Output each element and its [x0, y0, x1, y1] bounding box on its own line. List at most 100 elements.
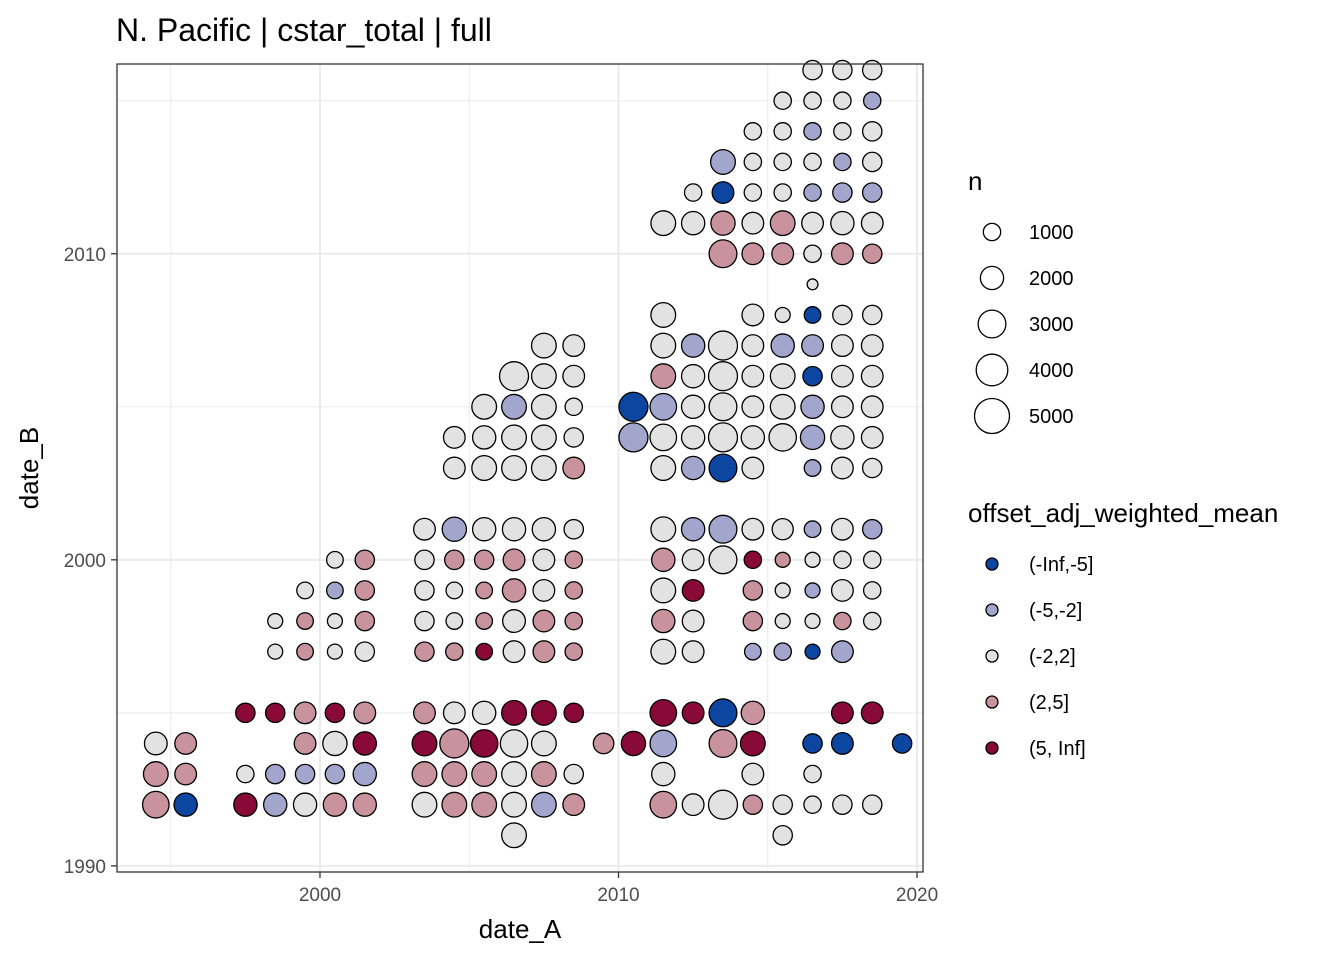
data-point: [530, 424, 557, 451]
data-point: [681, 578, 705, 602]
data-point: [264, 763, 286, 785]
data-point: [620, 730, 647, 757]
legend-color-key: [985, 557, 999, 571]
data-point: [445, 612, 464, 630]
data-point: [502, 609, 527, 634]
data-point: [802, 59, 823, 81]
data-point: [741, 242, 765, 266]
data-point: [411, 791, 438, 818]
data-point: [501, 699, 528, 726]
data-point: [650, 363, 677, 390]
data-point: [322, 730, 348, 757]
data-point: [830, 242, 854, 266]
data-point: [707, 422, 739, 453]
data-point: [325, 550, 344, 569]
data-point: [475, 642, 494, 661]
data-point: [801, 211, 825, 235]
data-point: [711, 181, 735, 205]
data-point: [650, 210, 677, 237]
data-point: [471, 454, 498, 481]
data-point: [532, 578, 556, 602]
data-point: [772, 824, 794, 846]
data-point: [891, 733, 913, 754]
data-point: [708, 545, 738, 575]
data-point: [709, 148, 736, 175]
data-point: [771, 242, 795, 266]
data-point: [833, 611, 852, 631]
data-point: [741, 762, 765, 786]
data-point: [650, 516, 677, 543]
legend-size-key: [977, 309, 1007, 339]
data-point: [741, 211, 765, 235]
data-point: [441, 791, 468, 818]
data-point: [803, 306, 822, 324]
data-point: [862, 91, 882, 111]
data-point: [862, 611, 882, 631]
data-point: [861, 121, 883, 142]
data-point: [743, 152, 763, 172]
data-point: [708, 514, 738, 544]
data-point: [830, 334, 854, 358]
data-point: [769, 363, 796, 390]
data-point: [445, 642, 464, 661]
legend-size-key: [975, 353, 1009, 387]
legend-size-label: 1000: [1029, 222, 1074, 244]
data-point: [860, 334, 884, 358]
chart-title: N. Pacific | cstar_total | full: [116, 12, 492, 48]
data-point: [769, 210, 796, 237]
data-point: [739, 730, 766, 757]
plot-border: [116, 63, 924, 873]
legend-size-label: 3000: [1029, 314, 1074, 336]
data-point: [861, 457, 883, 479]
data-point: [501, 454, 528, 481]
data-point: [354, 610, 376, 632]
data-point: [142, 761, 169, 788]
data-point: [832, 794, 853, 815]
data-point: [773, 91, 793, 111]
data-point: [860, 211, 884, 235]
data-point: [804, 643, 821, 660]
data-point: [708, 239, 738, 269]
data-point: [562, 793, 586, 817]
y-tick-label: 2000: [64, 551, 106, 572]
data-point: [531, 516, 557, 542]
data-point: [742, 610, 764, 632]
data-point: [649, 392, 678, 421]
data-point: [414, 580, 435, 601]
data-point: [803, 183, 822, 202]
data-points: [141, 59, 913, 849]
data-point: [830, 210, 855, 236]
data-point: [501, 578, 527, 603]
legend-color-label: (5, Inf]: [1029, 738, 1086, 760]
data-point: [471, 700, 497, 726]
data-point: [293, 701, 317, 725]
data-point: [326, 643, 344, 660]
data-point: [741, 303, 765, 327]
data-point: [532, 640, 556, 664]
data-point: [741, 517, 765, 541]
data-point: [860, 701, 884, 725]
data-point: [235, 702, 256, 724]
data-point: [473, 549, 495, 571]
data-point: [830, 364, 854, 388]
data-point: [833, 152, 852, 172]
data-point: [803, 764, 822, 784]
data-point: [442, 456, 466, 480]
data-point: [354, 549, 376, 571]
data-point: [862, 550, 882, 570]
data-point: [469, 729, 499, 758]
data-point: [830, 517, 854, 541]
x-tick-label: 2020: [896, 885, 938, 906]
data-point: [773, 122, 793, 141]
data-point: [354, 641, 376, 662]
data-point: [741, 456, 765, 480]
legend-color-label: (2,5]: [1029, 692, 1069, 714]
data-point: [471, 791, 498, 818]
data-point: [414, 641, 435, 662]
data-point: [532, 548, 556, 572]
data-point: [804, 551, 821, 568]
x-tick-label: 2000: [299, 885, 341, 906]
data-point: [830, 578, 854, 602]
legend-color-label: (-2,2]: [1029, 646, 1076, 668]
